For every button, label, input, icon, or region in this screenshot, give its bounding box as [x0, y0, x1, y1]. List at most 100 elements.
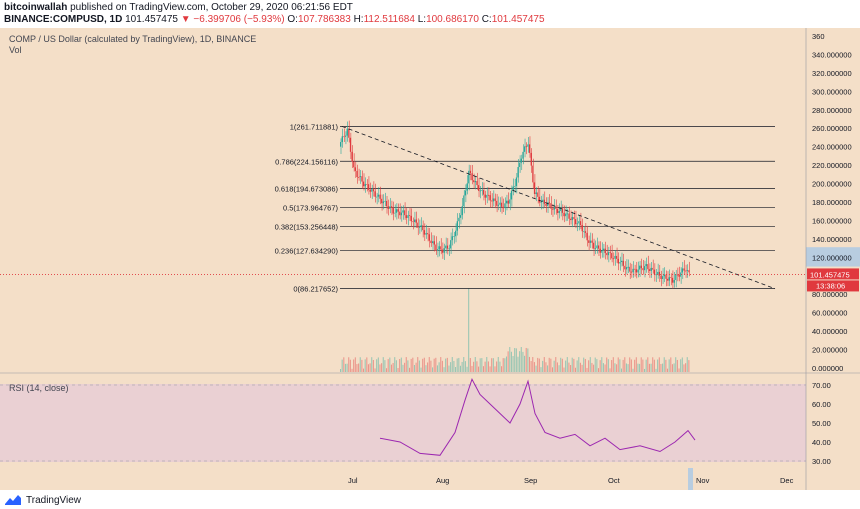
candle-body [340, 142, 342, 147]
candle-body [675, 274, 677, 281]
candle-body [361, 176, 363, 182]
price-tick-label: 360 [812, 32, 825, 41]
volume-bar [683, 364, 685, 372]
volume-bar [579, 362, 581, 372]
candle-body [578, 221, 580, 224]
price-tick-label: 40.000000 [812, 327, 847, 336]
volume-bar [653, 359, 655, 372]
open-value: 107.786383 [297, 14, 351, 25]
candle-body [507, 200, 509, 204]
candle-body [510, 190, 513, 200]
volume-bar [634, 359, 636, 372]
price-axis[interactable]: 360 340.000000 320.000000 300.000000 280.000… [0, 28, 860, 490]
volume-bar [520, 347, 522, 372]
volume-bar [501, 366, 503, 372]
candle-body [538, 196, 541, 203]
volume-bar [507, 351, 509, 372]
volume-bar [622, 359, 624, 372]
price-tick-label: 80.000000 [812, 290, 847, 299]
candle-body [343, 136, 345, 138]
symbol-label: BINANCE:COMPUSD, 1D [4, 14, 123, 25]
volume-bar [630, 359, 632, 372]
candle-body [379, 194, 381, 199]
candle-body [573, 217, 575, 220]
candle-body [647, 264, 649, 270]
volume-bar [436, 365, 438, 372]
candle-body [673, 280, 675, 283]
candle-body [648, 269, 651, 271]
countdown-label: 13:38:06 [816, 281, 845, 290]
volume-bar [482, 366, 485, 372]
candle-body [451, 236, 453, 241]
last-price: 101.457475 [125, 14, 178, 25]
volume-bar [563, 367, 565, 372]
candle-body [570, 218, 572, 221]
tradingview-logo-icon [5, 495, 21, 505]
rsi-tick-label: 30.00 [812, 457, 831, 466]
candle-body [413, 219, 416, 223]
volume-bar [395, 360, 397, 372]
chart-header: bitcoinwallah published on TradingView.c… [0, 0, 860, 28]
rsi-tick-label: 70.00 [812, 381, 831, 390]
volume-bar [663, 357, 665, 372]
candle-body [358, 176, 360, 178]
candle-body [476, 181, 478, 186]
candle-body [512, 186, 514, 191]
candle-body [586, 232, 588, 241]
candlestick-series[interactable] [340, 120, 690, 289]
candle-body [655, 274, 657, 276]
time-axis-highlight [688, 468, 693, 490]
volume-bar [589, 357, 591, 372]
fib-retracement[interactable]: 1(261.711881) 0.786(224.156116) 0.618(194.… [275, 123, 775, 294]
time-tick-label: Oct [608, 476, 621, 485]
volume-bar [397, 367, 399, 372]
candle-body [601, 250, 603, 253]
volume-bar [545, 362, 547, 372]
candle-body [351, 151, 353, 162]
volume-bar [616, 364, 618, 372]
candle-body [397, 209, 399, 212]
candle-body [466, 183, 468, 191]
ohlc-line: BINANCE:COMPUSD, 1D 101.457475 ▼ −6.3997… [4, 14, 545, 26]
volume-bar [496, 361, 498, 372]
candle-body [348, 128, 350, 138]
volume-bar [528, 356, 531, 372]
volume-bar [441, 360, 443, 372]
volume-bar [609, 368, 611, 372]
volume-bar [617, 357, 619, 372]
candle-body [683, 268, 685, 271]
volume-bar [620, 368, 623, 372]
candle-body [353, 161, 355, 168]
volume-bar [459, 365, 461, 372]
candle-body [606, 253, 608, 256]
candle-body [438, 246, 440, 250]
volume-bar [463, 357, 465, 372]
candle-body [632, 268, 634, 273]
candle-body [686, 270, 688, 271]
candle-body [481, 190, 483, 191]
candle-body [593, 242, 595, 249]
rsi-line [379, 378, 696, 456]
volume-legend: Vol [9, 45, 22, 55]
footer: TradingView [0, 490, 860, 509]
volume-bar [556, 362, 558, 372]
author-name[interactable]: bitcoinwallah [4, 2, 68, 13]
chart-canvas[interactable]: 1(261.711881) 0.786(224.156116) 0.618(194.… [0, 28, 860, 490]
volume-bar [371, 357, 373, 372]
candle-body [588, 240, 590, 243]
volume-bar [471, 365, 473, 372]
volume-bar [591, 362, 593, 372]
volume-bar [660, 364, 662, 372]
candle-body [607, 252, 610, 256]
candle-body [676, 274, 679, 276]
current-price-badge [807, 268, 859, 280]
volume-bar [586, 367, 588, 372]
trend-line[interactable] [341, 126, 776, 290]
tradingview-logo[interactable]: TradingView [4, 493, 81, 507]
price-tick-label: 240.000000 [812, 143, 852, 152]
candle-body [522, 151, 524, 159]
volume-bar [655, 368, 657, 372]
volume-bar [376, 359, 378, 372]
time-axis[interactable]: Jul Aug Sep Oct Nov Dec [348, 468, 794, 490]
volume-bar [413, 364, 415, 372]
